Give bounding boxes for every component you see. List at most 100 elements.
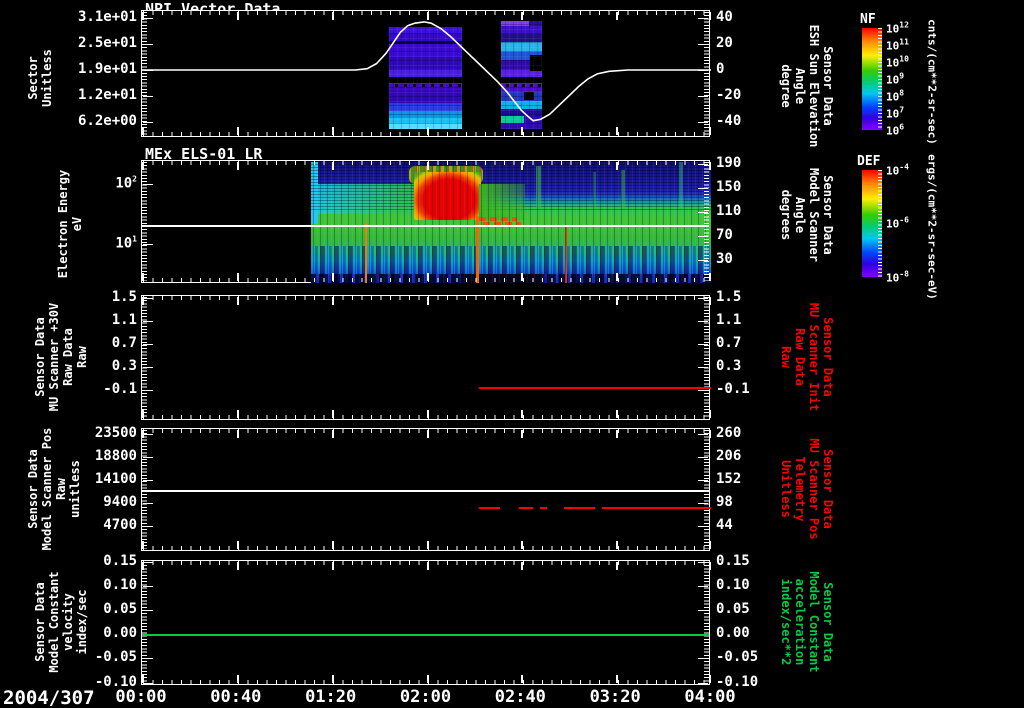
y-tick-label: 1.1 bbox=[716, 312, 742, 328]
y-tick-label: 0.15 bbox=[103, 553, 137, 569]
axis-label-line: MU Scanner Pos bbox=[807, 438, 821, 540]
y-tick-label: -0.1 bbox=[103, 381, 137, 397]
x-major-tick bbox=[709, 562, 711, 570]
y-major-tick bbox=[143, 480, 153, 481]
panel5-left-axis-label: Sensor Data Model Constant velocity index/s… bbox=[33, 571, 89, 672]
model-constant-velocity-line bbox=[142, 634, 709, 636]
x-major-tick bbox=[426, 430, 429, 438]
x-major-tick bbox=[709, 675, 711, 683]
x-major-tick bbox=[709, 12, 711, 20]
axis-label-line: Sensor Data bbox=[821, 317, 835, 397]
colorbar-tick-label: 1011 bbox=[886, 37, 909, 53]
x-major-tick bbox=[236, 12, 239, 20]
bottom-axis-ticks bbox=[143, 415, 708, 419]
axis-label-line: index/sec bbox=[75, 589, 89, 655]
left-axis-ticks bbox=[142, 12, 147, 135]
axis-label-line: Raw bbox=[75, 346, 89, 368]
x-tick-label: 02:00 bbox=[399, 687, 452, 707]
y-tick-label: 4700 bbox=[103, 517, 137, 533]
x-major-tick bbox=[331, 430, 334, 438]
right-axis-ticks bbox=[704, 430, 709, 549]
y-major-tick bbox=[698, 586, 708, 587]
bottom-axis-ticks bbox=[143, 132, 708, 136]
scanner-pos-telemetry-dash bbox=[478, 507, 500, 509]
x-major-tick bbox=[616, 127, 619, 135]
colorbar-def-ticks bbox=[878, 170, 882, 277]
top-axis-ticks bbox=[143, 296, 708, 300]
y-major-tick bbox=[143, 586, 153, 587]
axis-label-line: Sensor Data bbox=[821, 46, 835, 126]
y-tick-label: 0.05 bbox=[716, 601, 750, 617]
x-major-tick bbox=[426, 12, 429, 20]
y-tick-label: 1.9e+01 bbox=[77, 61, 137, 77]
axis-label-line: ESH Sun Elevation bbox=[807, 24, 821, 148]
x-tick-label: 00:00 bbox=[115, 687, 167, 707]
x-major-tick bbox=[426, 162, 429, 170]
axis-label-line: Unitless bbox=[40, 49, 54, 107]
bottom-axis-ticks bbox=[143, 680, 708, 684]
y-tick-label: -0.05 bbox=[94, 649, 137, 665]
x-tick-label: 03:20 bbox=[589, 687, 641, 707]
y-major-tick bbox=[143, 434, 153, 435]
axis-label-line: Raw bbox=[779, 346, 793, 368]
x-major-tick bbox=[331, 297, 334, 305]
x-major-tick bbox=[709, 410, 711, 418]
colorbar-nf-unit: cnts/(cm**2-sr-sec) bbox=[925, 19, 939, 145]
bottom-axis-ticks bbox=[143, 278, 708, 282]
sun-elevation-curve bbox=[142, 21, 711, 122]
x-major-tick bbox=[521, 562, 524, 570]
x-major-tick bbox=[521, 127, 524, 135]
y-tick-label: 1.5 bbox=[716, 289, 742, 305]
colorbar-tick-label: 109 bbox=[886, 71, 905, 87]
y-major-tick bbox=[698, 562, 708, 563]
x-major-tick bbox=[142, 297, 144, 305]
left-axis-ticks bbox=[142, 430, 147, 549]
panel2-left-axis-label: Electron Energy eV bbox=[56, 170, 84, 278]
x-major-tick bbox=[616, 430, 619, 438]
x-major-tick bbox=[616, 273, 619, 281]
x-major-tick bbox=[142, 541, 144, 549]
panel4-left-axis-label: Sensor Data Model Scanner Pos Raw unitless bbox=[26, 428, 82, 551]
x-major-tick bbox=[331, 410, 334, 418]
y-tick-label: 0.10 bbox=[716, 577, 750, 593]
y-tick-label: 1.5 bbox=[111, 289, 137, 305]
axis-label-line: Raw Data bbox=[61, 328, 75, 386]
colorbar-tick-label: 1010 bbox=[886, 54, 909, 70]
x-major-tick bbox=[331, 273, 334, 281]
y-tick-label: 40 bbox=[716, 9, 733, 25]
axis-label-line: Model Constant bbox=[807, 571, 821, 673]
panel-mu-scanner-init-plot bbox=[141, 295, 711, 420]
x-major-tick bbox=[331, 127, 334, 135]
axis-label-line: Sensor Data bbox=[821, 582, 835, 662]
energy-overlay-line bbox=[142, 225, 709, 227]
y-major-tick bbox=[698, 480, 708, 481]
x-major-tick bbox=[142, 162, 144, 170]
scanner-pos-raw-line bbox=[142, 490, 709, 492]
top-axis-ticks bbox=[143, 11, 708, 15]
x-major-tick bbox=[142, 562, 144, 570]
y-major-tick bbox=[698, 610, 708, 611]
axis-label-line: MU Scanner +30V bbox=[47, 302, 61, 412]
y-major-tick bbox=[143, 44, 153, 45]
y-tick-label: 0.05 bbox=[103, 601, 137, 617]
x-major-tick bbox=[521, 297, 524, 305]
top-axis-ticks bbox=[143, 161, 708, 165]
axis-label-line: eV bbox=[70, 216, 84, 232]
axis-label-line: acceleration bbox=[793, 578, 807, 666]
y-major-tick bbox=[698, 367, 708, 368]
panel2-right-axis-label: Sensor Data Model Scanner Angle degrees bbox=[779, 168, 835, 262]
y-tick-label: 206 bbox=[716, 448, 742, 464]
x-major-tick bbox=[616, 541, 619, 549]
y-major-tick bbox=[143, 390, 153, 391]
top-axis-ticks bbox=[143, 429, 708, 433]
x-major-tick bbox=[426, 410, 429, 418]
sun-elevation-polyline bbox=[142, 21, 711, 122]
y-major-tick bbox=[143, 298, 153, 299]
x-major-tick bbox=[521, 12, 524, 20]
top-axis-ticks bbox=[143, 561, 708, 565]
y-tick-label: 0.00 bbox=[716, 625, 750, 641]
x-major-tick bbox=[236, 273, 239, 281]
y-major-tick bbox=[143, 503, 153, 504]
y-tick-label: 6.2e+00 bbox=[77, 113, 137, 129]
y-major-tick bbox=[698, 658, 708, 659]
